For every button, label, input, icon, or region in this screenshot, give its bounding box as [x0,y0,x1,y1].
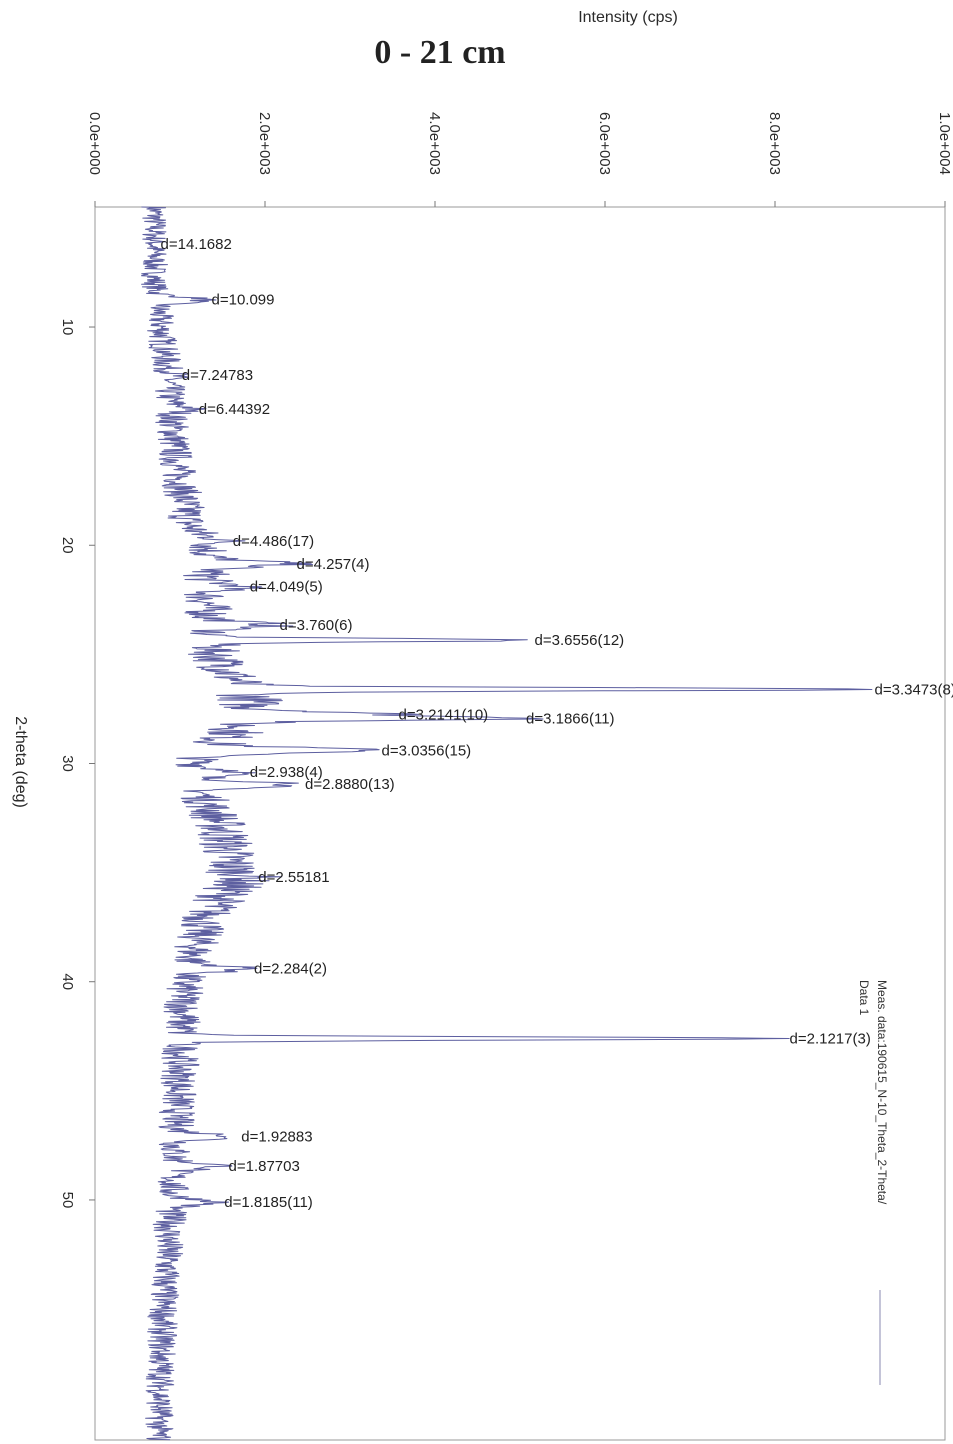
peak-label: d=4.257(4) [297,556,370,573]
chart-ticks: 0.0e+000 2.0e+003 4.0e+003 6.0e+003 8.0e+003… [59,112,953,1208]
page-title: 0 - 21 cm [374,34,506,71]
intensity-tick-label: 8.0e+003 [766,112,783,175]
peak-label: d=1.8185(11) [224,1194,313,1211]
peak-label: d=3.3473(8) [875,681,953,698]
peak-label: d=3.1866(11) [526,711,615,728]
peak-label: d=4.486(17) [233,533,314,550]
intensity-tick-label: 4.0e+003 [426,112,443,175]
peak-label: d=3.2141(10) [399,706,489,723]
legend-series-label: Meas. data:190615_N-10_Theta_2-Theta/ [875,980,889,1205]
chart-axes: Intensity (cps) 2-theta (deg) [12,9,946,1441]
peak-label: d=2.8880(13) [305,776,395,793]
intensity-tick-label: 0.0e+000 [86,112,103,175]
peak-label: d=14.1682 [161,236,232,253]
legend-data-label: Data 1 [857,980,871,1016]
peak-label: d=1.92883 [241,1129,312,1146]
intensity-tick-label: 2.0e+003 [256,112,273,175]
peak-label: d=10.099 [212,292,275,309]
two-theta-axis-title: 2-theta (deg) [12,716,29,808]
peak-label: d=2.1217(3) [790,1030,871,1047]
two-theta-tick-label: 20 [59,537,76,554]
peak-label: d=2.938(4) [250,764,323,781]
diffraction-trace [141,206,873,1441]
intensity-tick-label: 6.0e+003 [596,112,613,175]
peak-label: d=3.760(6) [280,617,353,634]
peak-label: d=1.87703 [229,1158,300,1175]
two-theta-tick-label: 50 [59,1192,76,1209]
peak-label: d=4.049(5) [250,579,323,596]
peak-label: d=6.44392 [199,401,270,418]
peak-label: d=3.6556(12) [535,632,625,649]
two-theta-tick-label: 30 [59,755,76,772]
peak-label: d=2.284(2) [254,961,327,978]
peak-label: d=3.0356(15) [382,742,472,759]
intensity-tick-label: 1.0e+004 [936,112,953,175]
peak-label: d=7.24783 [182,367,253,384]
intensity-axis-title: Intensity (cps) [578,9,678,26]
peak-labels: d=14.1682 d=10.099 d=7.24783 d=6.44392 d=4.4… [161,236,953,1211]
two-theta-tick-label: 10 [59,319,76,336]
chart-legend: Meas. data:190615_N-10_Theta_2-Theta/Dat… [857,980,889,1385]
peak-label: d=2.55181 [258,869,329,886]
two-theta-tick-label: 40 [59,973,76,990]
plot-frame [94,206,946,1441]
diffraction-line [141,206,873,1441]
